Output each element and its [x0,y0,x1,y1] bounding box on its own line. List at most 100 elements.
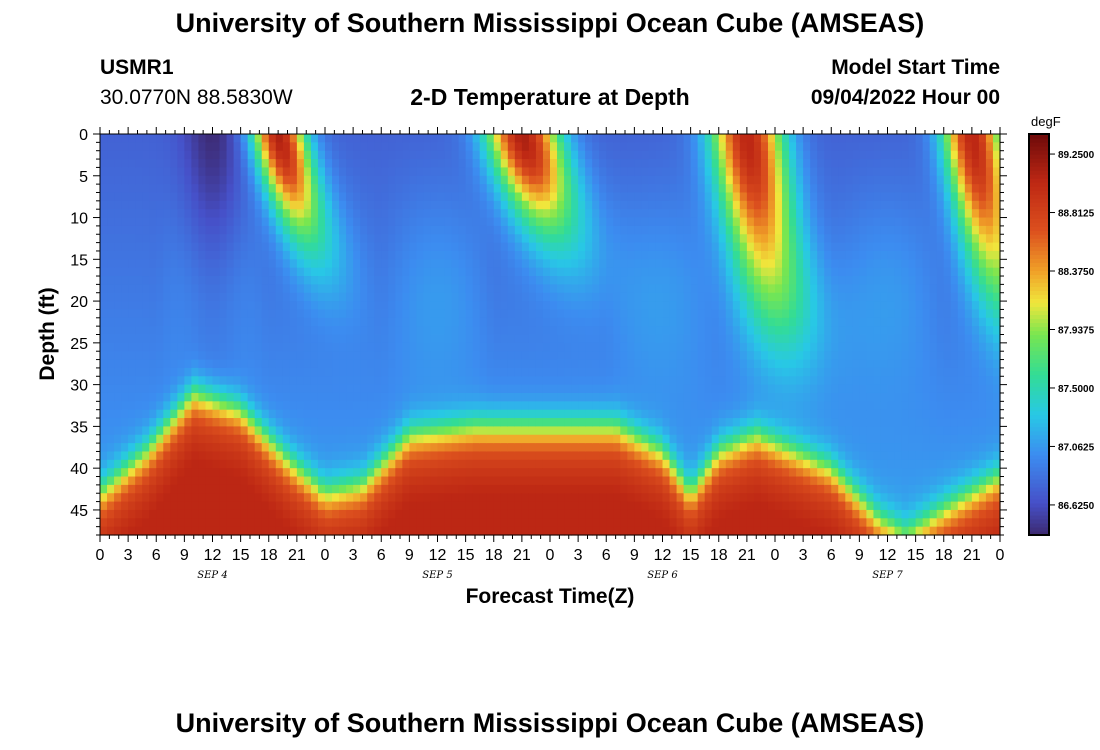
heatmap-cell [578,451,586,461]
heatmap-cell [465,200,474,210]
heatmap-cell [275,150,284,160]
heatmap-cell [247,401,256,411]
heatmap-cell [332,359,340,369]
heatmap-cell [374,317,382,327]
heatmap-cell [205,484,214,494]
heatmap-cell [360,192,368,202]
heatmap-cell [606,150,614,160]
heatmap-cell [585,434,593,444]
heatmap-cell [557,250,565,260]
heatmap-cell [317,284,326,294]
heatmap-cell [528,250,537,260]
heatmap-cell [437,209,446,219]
heatmap-cell [775,225,783,235]
heatmap-cell [402,242,410,252]
heatmap-cell [135,367,143,377]
heatmap-cell [704,150,713,160]
heatmap-cell [599,217,607,227]
heatmap-cell [177,267,185,277]
heatmap-cell [662,150,671,160]
heatmap-cell [789,493,797,503]
heatmap-cell [156,301,164,311]
heatmap-cell [268,468,277,478]
heatmap-cell [198,284,207,294]
heatmap-cell [599,459,607,469]
heatmap-cell [789,301,797,311]
heatmap-cell [451,401,460,411]
heatmap-cell [367,401,375,411]
heatmap-cell [578,234,586,244]
heatmap-cell [514,334,523,344]
heatmap-cell [254,342,263,352]
heatmap-cell [149,142,157,152]
heatmap-cell [557,351,565,361]
heatmap-cell [718,342,727,352]
heatmap-cell [205,159,214,169]
heatmap-cell [233,426,242,436]
heatmap-cell [317,476,326,486]
heatmap-cell [655,342,664,352]
heatmap-cell [149,209,157,219]
heatmap-cell [430,242,439,252]
heatmap-cell [767,259,776,269]
heatmap-cell [500,493,509,503]
heatmap-cell [339,301,347,311]
heatmap-cell [782,184,790,194]
heatmap-cell [789,200,797,210]
heatmap-cell [824,484,832,494]
heatmap-cell [760,309,769,319]
heatmap-cell [782,468,790,478]
heatmap-cell [226,192,235,202]
heatmap-cell [789,225,797,235]
heatmap-cell [732,250,741,260]
heatmap-cell [156,317,164,327]
heatmap-cell [430,451,439,461]
heatmap-cell [275,493,284,503]
heatmap-cell [219,167,228,177]
heatmap-cell [507,367,516,377]
heatmap-cell [416,175,425,185]
heatmap-cell [676,401,685,411]
heatmap-cell [465,409,474,419]
heatmap-cell [317,309,326,319]
heatmap-cell [528,376,537,386]
heatmap-cell [620,484,628,494]
heatmap-cell [310,443,319,453]
heatmap-cell [282,351,291,361]
heatmap-cell [191,142,200,152]
heatmap-cell [226,518,235,528]
heatmap-cell [465,259,474,269]
heatmap-cell [669,217,678,227]
heatmap-cell [170,334,178,344]
heatmap-cell [803,301,811,311]
heatmap-cell [416,184,425,194]
heatmap-cell [198,443,207,453]
heatmap-cell [711,434,720,444]
heatmap-cell [282,284,291,294]
heatmap-cell [690,175,699,185]
heatmap-cell [486,276,495,285]
heatmap-cell [374,409,382,419]
heatmap-cell [107,142,115,152]
heatmap-cell [261,518,270,528]
heatmap-cell [310,426,319,436]
heatmap-cell [107,192,115,202]
heatmap-cell [585,501,593,511]
heatmap-cell [339,200,347,210]
heatmap-cell [261,250,270,260]
heatmap-cell [789,284,797,294]
heatmap-cell [613,142,621,152]
heatmap-cell [599,476,607,486]
heatmap-cell [423,242,432,252]
heatmap-cell [163,409,171,419]
heatmap-cell [191,284,200,294]
heatmap-cell [346,468,354,478]
heatmap-cell [493,242,502,252]
heatmap-cell [205,259,214,269]
heatmap-cell [634,351,643,361]
heatmap-cell [367,518,375,528]
heatmap-cell [353,443,361,453]
heatmap-cell [423,434,432,444]
heatmap-cell [599,284,607,294]
heatmap-cell [395,150,403,160]
